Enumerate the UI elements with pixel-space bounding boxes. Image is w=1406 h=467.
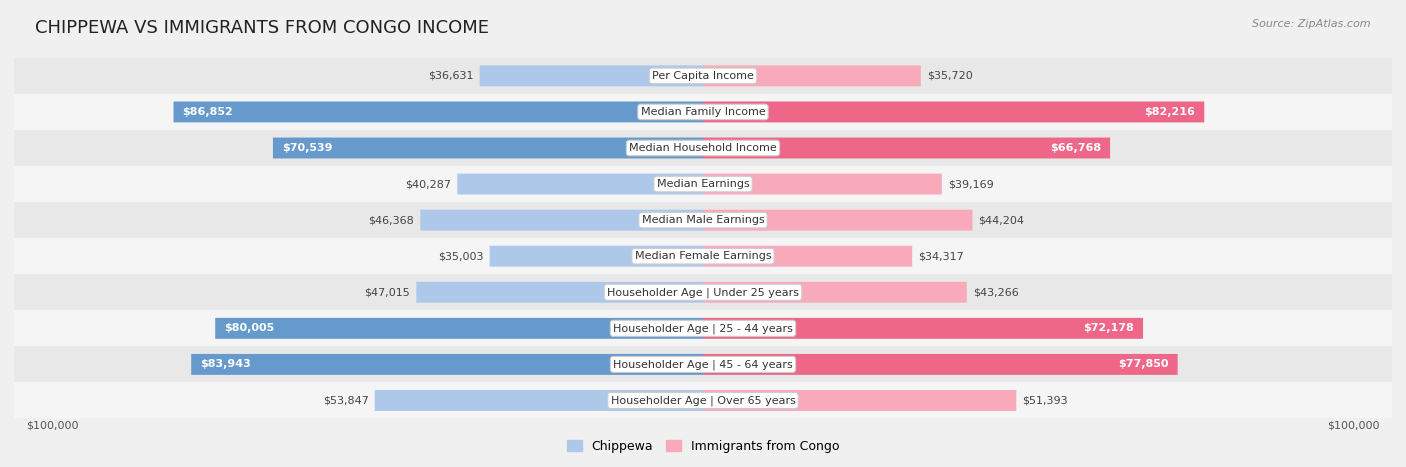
FancyBboxPatch shape [703,282,967,303]
Text: $35,003: $35,003 [439,251,484,261]
Bar [14,238,1392,274]
FancyBboxPatch shape [457,174,703,195]
FancyBboxPatch shape [703,246,912,267]
FancyBboxPatch shape [703,65,921,86]
FancyBboxPatch shape [416,282,703,303]
FancyBboxPatch shape [703,354,1178,375]
FancyBboxPatch shape [703,101,1205,122]
Text: Householder Age | Over 65 years: Householder Age | Over 65 years [610,395,796,406]
Text: $46,368: $46,368 [368,215,415,225]
Text: $35,720: $35,720 [927,71,973,81]
FancyBboxPatch shape [479,65,703,86]
Bar [14,58,1392,94]
Text: $36,631: $36,631 [427,71,474,81]
Text: Median Male Earnings: Median Male Earnings [641,215,765,225]
Text: $43,266: $43,266 [973,287,1018,297]
Text: $53,847: $53,847 [323,396,368,405]
Text: $51,393: $51,393 [1022,396,1069,405]
Text: $44,204: $44,204 [979,215,1025,225]
Text: $34,317: $34,317 [918,251,965,261]
Text: $66,768: $66,768 [1050,143,1101,153]
Bar [14,94,1392,130]
Text: Median Family Income: Median Family Income [641,107,765,117]
FancyBboxPatch shape [489,246,703,267]
FancyBboxPatch shape [703,210,973,231]
Text: $82,216: $82,216 [1144,107,1195,117]
FancyBboxPatch shape [215,318,703,339]
Text: $86,852: $86,852 [183,107,233,117]
Bar [14,347,1392,382]
FancyBboxPatch shape [703,138,1111,158]
FancyBboxPatch shape [703,174,942,195]
Text: $39,169: $39,169 [948,179,994,189]
FancyBboxPatch shape [375,390,703,411]
Bar [14,274,1392,310]
Text: $40,287: $40,287 [405,179,451,189]
Text: Median Earnings: Median Earnings [657,179,749,189]
FancyBboxPatch shape [273,138,703,158]
Text: Householder Age | 25 - 44 years: Householder Age | 25 - 44 years [613,323,793,333]
Text: $100,000: $100,000 [25,420,79,430]
Bar [14,310,1392,347]
Bar [14,382,1392,418]
FancyBboxPatch shape [703,318,1143,339]
Text: $100,000: $100,000 [1327,420,1381,430]
Text: CHIPPEWA VS IMMIGRANTS FROM CONGO INCOME: CHIPPEWA VS IMMIGRANTS FROM CONGO INCOME [35,19,489,37]
Bar [14,130,1392,166]
FancyBboxPatch shape [420,210,703,231]
Text: Householder Age | 45 - 64 years: Householder Age | 45 - 64 years [613,359,793,370]
Text: Householder Age | Under 25 years: Householder Age | Under 25 years [607,287,799,297]
Text: Per Capita Income: Per Capita Income [652,71,754,81]
Bar [14,166,1392,202]
Text: Source: ZipAtlas.com: Source: ZipAtlas.com [1253,19,1371,28]
Text: Median Household Income: Median Household Income [628,143,778,153]
Text: $70,539: $70,539 [283,143,333,153]
Text: $77,850: $77,850 [1118,360,1168,369]
FancyBboxPatch shape [703,390,1017,411]
Legend: Chippewa, Immigrants from Congo: Chippewa, Immigrants from Congo [561,435,845,458]
Text: $72,178: $72,178 [1083,323,1133,333]
Text: $83,943: $83,943 [201,360,252,369]
Text: Median Female Earnings: Median Female Earnings [634,251,772,261]
Bar [14,202,1392,238]
FancyBboxPatch shape [173,101,703,122]
Text: $80,005: $80,005 [225,323,274,333]
FancyBboxPatch shape [191,354,703,375]
Text: $47,015: $47,015 [364,287,411,297]
